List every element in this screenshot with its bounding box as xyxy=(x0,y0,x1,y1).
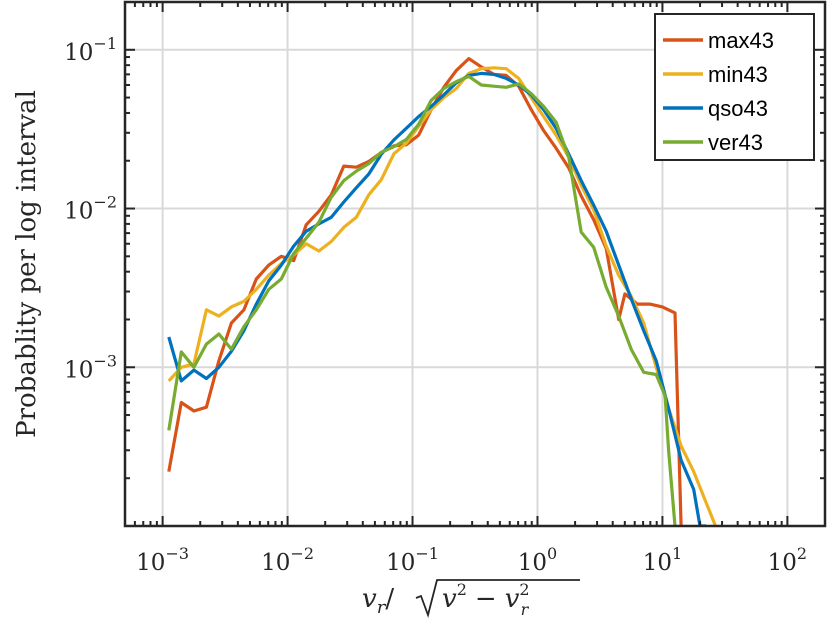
x-tick-base: 10 xyxy=(261,550,290,576)
x-tick-label: 10−3 xyxy=(136,544,189,576)
x-title-radicand: v2− v2 r xyxy=(442,580,530,619)
legend-label-min43: min43 xyxy=(708,62,768,87)
x-axis-title: vr/ xyxy=(362,584,394,618)
x-title-sub-r: r xyxy=(521,600,530,619)
series-lines xyxy=(167,57,717,526)
x-tick-exponent: 2 xyxy=(797,544,807,563)
y-tick-exponent: −3 xyxy=(93,351,117,370)
x-title-minus: − xyxy=(475,584,497,614)
x-tick-base: 10 xyxy=(136,550,165,576)
y-tick-label: 10−1 xyxy=(64,34,117,66)
x-title-sup-2: 2 xyxy=(457,580,467,599)
y-tick-exponent: −2 xyxy=(93,193,117,212)
y-axis-title: Probablity per log interval xyxy=(12,90,42,438)
x-tick-exponent: −1 xyxy=(415,544,439,563)
y-tick-label: 10−3 xyxy=(64,351,117,383)
x-tick-base: 10 xyxy=(643,550,672,576)
series-line-max43 xyxy=(167,57,683,526)
ticks xyxy=(124,1,826,527)
x-tick-exponent: −3 xyxy=(165,544,189,563)
legend-label-qso43: qso43 xyxy=(708,96,768,121)
x-tick-base: 10 xyxy=(386,550,415,576)
y-tick-base: 10 xyxy=(64,357,93,383)
x-tick-label: 10−2 xyxy=(261,544,314,576)
y-tick-base: 10 xyxy=(64,40,93,66)
x-title-sup-2b: 2 xyxy=(519,580,529,599)
x-tick-exponent: 1 xyxy=(672,544,682,563)
x-tick-label: 102 xyxy=(768,544,807,576)
x-title-slash: / xyxy=(385,584,394,614)
x-title-r: r xyxy=(377,597,387,618)
x-tick-label: 101 xyxy=(643,544,682,576)
x-title-v: v xyxy=(362,584,377,614)
legend-label-max43: max43 xyxy=(708,28,774,53)
series-line-ver43 xyxy=(167,74,677,526)
x-tick-base: 10 xyxy=(768,550,797,576)
legend: max43 min43 qso43 ver43 xyxy=(654,13,815,161)
x-tick-label: 100 xyxy=(518,544,557,576)
series-line-qso43 xyxy=(167,71,707,526)
y-tick-base: 10 xyxy=(64,199,93,225)
legend-label-ver43: ver43 xyxy=(708,130,763,155)
x-title-vr: v xyxy=(505,584,520,614)
y-tick-label: 10−2 xyxy=(64,193,117,225)
x-tick-exponent: 0 xyxy=(547,544,557,563)
x-tick-label: 10−1 xyxy=(386,544,439,576)
x-title-v2: v xyxy=(442,584,457,614)
axes-box xyxy=(123,0,827,528)
x-tick-exponent: −2 xyxy=(290,544,314,563)
x-title-sqrt-sign xyxy=(415,579,580,619)
x-tick-base: 10 xyxy=(518,550,547,576)
y-tick-exponent: −1 xyxy=(93,34,117,53)
